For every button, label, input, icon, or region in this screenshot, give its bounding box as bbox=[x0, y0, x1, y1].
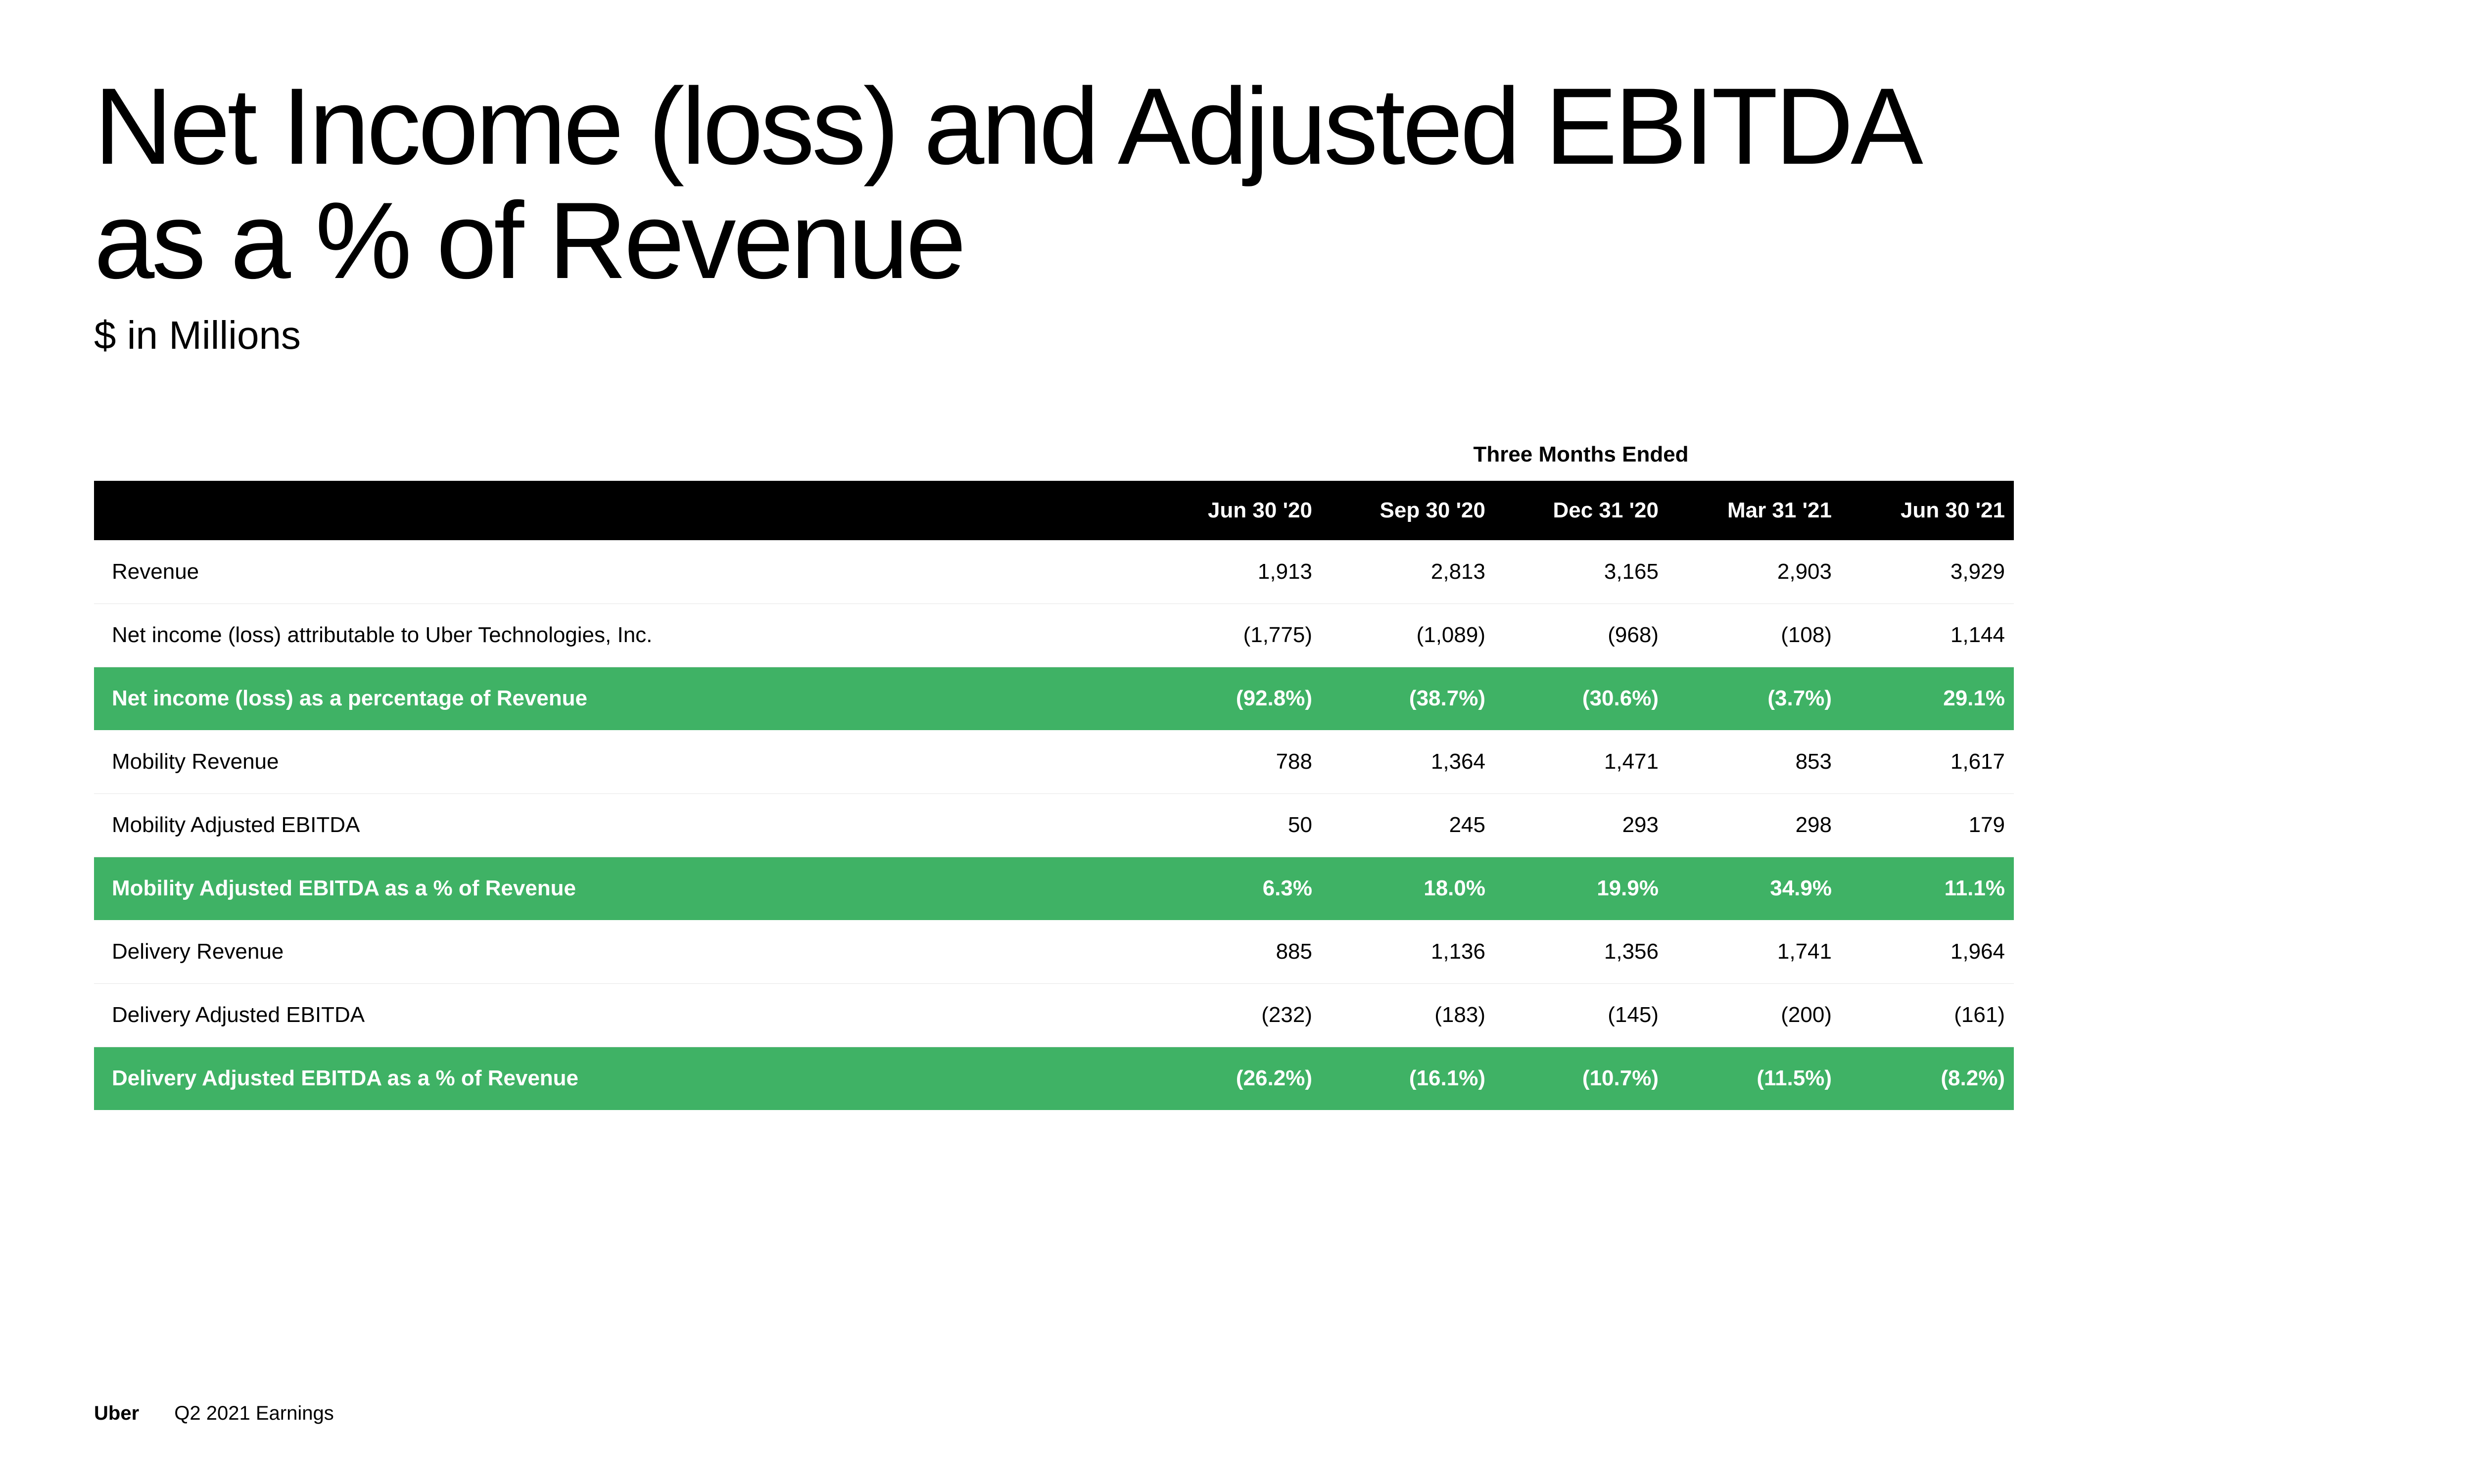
footer-brand: Uber bbox=[94, 1402, 139, 1424]
row-value: 6.3% bbox=[1148, 857, 1321, 920]
row-value: (92.8%) bbox=[1148, 667, 1321, 730]
row-label: Net income (loss) attributable to Uber T… bbox=[94, 603, 1148, 667]
financial-table: Jun 30 '20 Sep 30 '20 Dec 31 '20 Mar 31 … bbox=[94, 481, 2014, 1110]
row-value: 1,964 bbox=[1841, 920, 2014, 983]
row-value: 1,617 bbox=[1841, 730, 2014, 793]
row-label: Mobility Revenue bbox=[94, 730, 1148, 793]
row-value: 1,913 bbox=[1148, 540, 1321, 603]
row-label: Mobility Adjusted EBITDA bbox=[94, 793, 1148, 857]
slide-subtitle: $ in Millions bbox=[94, 313, 2474, 358]
row-value: (183) bbox=[1321, 983, 1494, 1047]
row-label: Mobility Adjusted EBITDA as a % of Reven… bbox=[94, 857, 1148, 920]
table-row: Revenue1,9132,8133,1652,9033,929 bbox=[94, 540, 2014, 603]
row-value: 298 bbox=[1667, 793, 1841, 857]
row-value: 1,741 bbox=[1667, 920, 1841, 983]
table-row: Mobility Revenue7881,3641,4718531,617 bbox=[94, 730, 2014, 793]
table-row: Delivery Adjusted EBITDA(232)(183)(145)(… bbox=[94, 983, 2014, 1047]
row-value: 11.1% bbox=[1841, 857, 2014, 920]
table-header-cell: Jun 30 '20 bbox=[1148, 481, 1321, 540]
row-value: (30.6%) bbox=[1494, 667, 1667, 730]
slide: Net Income (loss) and Adjusted EBITDA as… bbox=[0, 0, 2474, 1484]
row-value: 1,144 bbox=[1841, 603, 2014, 667]
table-header-cell bbox=[94, 481, 1148, 540]
row-value: 2,813 bbox=[1321, 540, 1494, 603]
row-value: (38.7%) bbox=[1321, 667, 1494, 730]
table-row: Mobility Adjusted EBITDA50245293298179 bbox=[94, 793, 2014, 857]
footer-context: Q2 2021 Earnings bbox=[174, 1402, 333, 1424]
row-value: 18.0% bbox=[1321, 857, 1494, 920]
row-value: 29.1% bbox=[1841, 667, 2014, 730]
row-label: Delivery Revenue bbox=[94, 920, 1148, 983]
row-value: (968) bbox=[1494, 603, 1667, 667]
table-row: Delivery Revenue8851,1361,3561,7411,964 bbox=[94, 920, 2014, 983]
row-label: Delivery Adjusted EBITDA bbox=[94, 983, 1148, 1047]
row-label: Net income (loss) as a percentage of Rev… bbox=[94, 667, 1148, 730]
row-value: 788 bbox=[1148, 730, 1321, 793]
financial-table-container: Three Months Ended Jun 30 '20 Sep 30 '20… bbox=[94, 442, 2014, 1110]
table-row: Net income (loss) attributable to Uber T… bbox=[94, 603, 2014, 667]
table-body: Revenue1,9132,8133,1652,9033,929Net inco… bbox=[94, 540, 2014, 1110]
title-line-1: Net Income (loss) and Adjusted EBITDA bbox=[94, 65, 1920, 187]
row-label: Delivery Adjusted EBITDA as a % of Reven… bbox=[94, 1047, 1148, 1110]
row-value: 853 bbox=[1667, 730, 1841, 793]
table-header-cell: Jun 30 '21 bbox=[1841, 481, 2014, 540]
table-row: Net income (loss) as a percentage of Rev… bbox=[94, 667, 2014, 730]
row-value: 293 bbox=[1494, 793, 1667, 857]
row-value: 245 bbox=[1321, 793, 1494, 857]
table-row: Delivery Adjusted EBITDA as a % of Reven… bbox=[94, 1047, 2014, 1110]
row-value: 2,903 bbox=[1667, 540, 1841, 603]
row-label: Revenue bbox=[94, 540, 1148, 603]
row-value: (26.2%) bbox=[1148, 1047, 1321, 1110]
row-value: 1,136 bbox=[1321, 920, 1494, 983]
slide-title: Net Income (loss) and Adjusted EBITDA as… bbox=[94, 69, 2474, 298]
row-value: 885 bbox=[1148, 920, 1321, 983]
row-value: (161) bbox=[1841, 983, 2014, 1047]
table-header-cell: Dec 31 '20 bbox=[1494, 481, 1667, 540]
table-header-row: Jun 30 '20 Sep 30 '20 Dec 31 '20 Mar 31 … bbox=[94, 481, 2014, 540]
row-value: 50 bbox=[1148, 793, 1321, 857]
table-header-cell: Mar 31 '21 bbox=[1667, 481, 1841, 540]
row-value: 19.9% bbox=[1494, 857, 1667, 920]
title-line-2: as a % of Revenue bbox=[94, 180, 963, 301]
table-row: Mobility Adjusted EBITDA as a % of Reven… bbox=[94, 857, 2014, 920]
table-header-cell: Sep 30 '20 bbox=[1321, 481, 1494, 540]
row-value: 1,471 bbox=[1494, 730, 1667, 793]
row-value: (10.7%) bbox=[1494, 1047, 1667, 1110]
row-value: (200) bbox=[1667, 983, 1841, 1047]
row-value: (1,089) bbox=[1321, 603, 1494, 667]
row-value: (232) bbox=[1148, 983, 1321, 1047]
row-value: (145) bbox=[1494, 983, 1667, 1047]
row-value: (16.1%) bbox=[1321, 1047, 1494, 1110]
row-value: 1,356 bbox=[1494, 920, 1667, 983]
row-value: 1,364 bbox=[1321, 730, 1494, 793]
table-supertitle: Three Months Ended bbox=[94, 442, 2014, 481]
row-value: 34.9% bbox=[1667, 857, 1841, 920]
row-value: (1,775) bbox=[1148, 603, 1321, 667]
row-value: 3,165 bbox=[1494, 540, 1667, 603]
row-value: (3.7%) bbox=[1667, 667, 1841, 730]
row-value: (11.5%) bbox=[1667, 1047, 1841, 1110]
row-value: (8.2%) bbox=[1841, 1047, 2014, 1110]
row-value: 179 bbox=[1841, 793, 2014, 857]
row-value: 3,929 bbox=[1841, 540, 2014, 603]
row-value: (108) bbox=[1667, 603, 1841, 667]
slide-footer: Uber Q2 2021 Earnings bbox=[94, 1402, 334, 1425]
